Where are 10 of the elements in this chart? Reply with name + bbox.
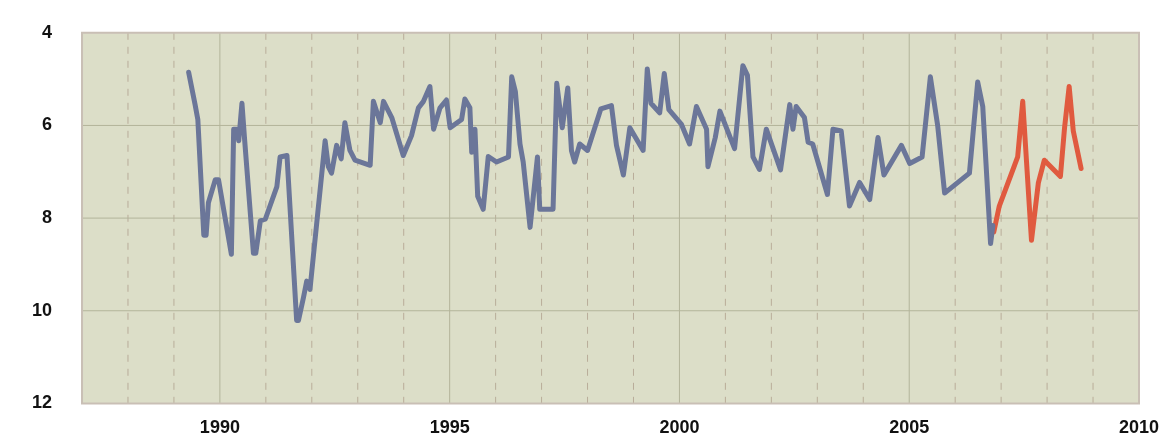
y-tick-label: 10: [31, 299, 53, 320]
x-tick-label: 2000: [659, 417, 700, 438]
y-tick-label: 8: [42, 207, 53, 228]
y-tick-label: 6: [42, 114, 53, 135]
x-tick-label: 2005: [889, 417, 930, 438]
x-tick-label: 2010: [1118, 417, 1160, 438]
y-tick-label: 12: [31, 392, 53, 413]
x-tick-label: 1990: [199, 417, 240, 438]
x-tick-label: 1995: [429, 417, 470, 438]
y-tick-label: 4: [42, 21, 53, 42]
